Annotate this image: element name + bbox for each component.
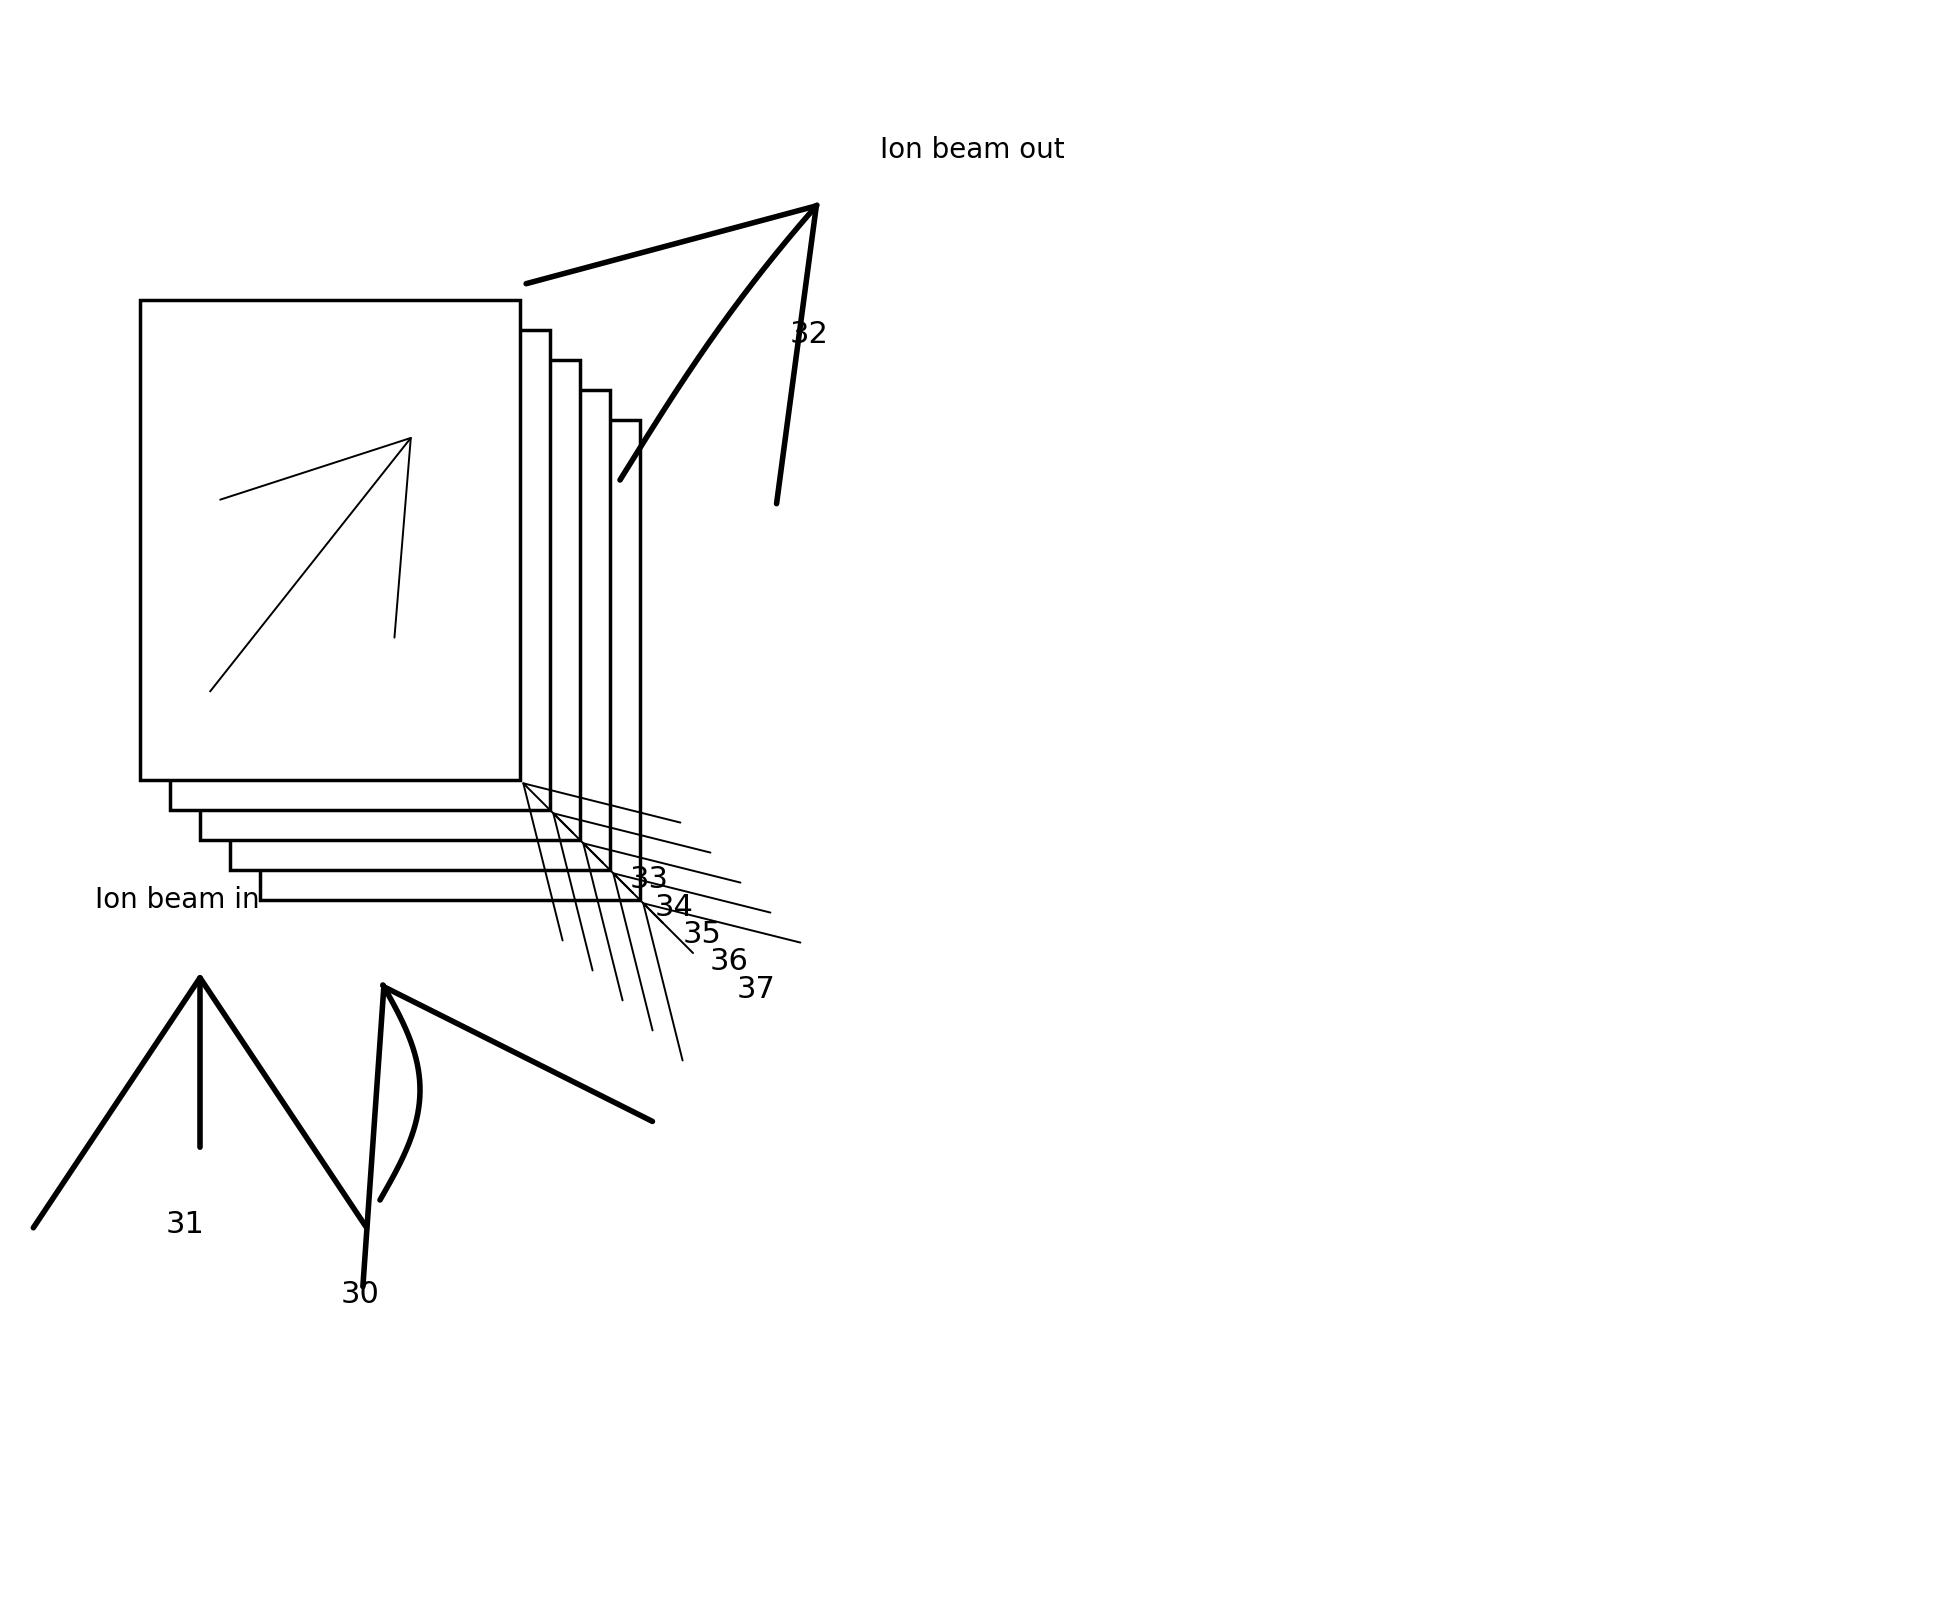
Bar [260, 421, 640, 900]
Text: 31: 31 [165, 1210, 204, 1239]
Text: 34: 34 [655, 892, 694, 921]
Text: 32: 32 [789, 319, 828, 348]
Text: 30: 30 [341, 1281, 380, 1310]
Bar [200, 360, 580, 839]
Text: Ion beam out: Ion beam out [880, 136, 1065, 164]
Bar [171, 331, 551, 811]
Text: 35: 35 [683, 920, 721, 949]
Bar [231, 390, 611, 870]
Text: Ion beam in: Ion beam in [95, 886, 260, 913]
Text: 36: 36 [710, 947, 748, 976]
Text: 33: 33 [630, 865, 669, 894]
Text: 37: 37 [737, 974, 776, 1005]
Bar [140, 300, 520, 780]
